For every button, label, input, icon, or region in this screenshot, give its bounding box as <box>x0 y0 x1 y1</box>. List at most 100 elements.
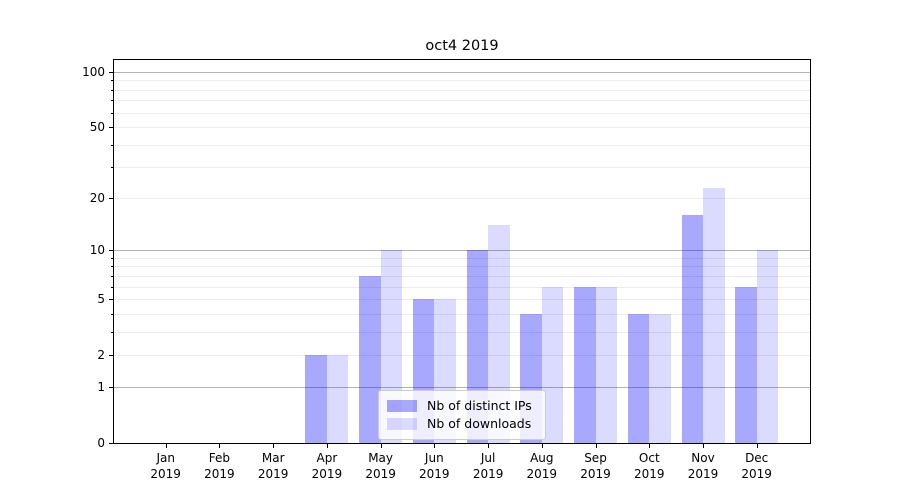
x-tick-label-line: 2019 <box>419 467 450 481</box>
bar-downloads <box>595 286 617 443</box>
x-tick-label: Nov 2019 <box>676 450 730 482</box>
x-tick <box>649 444 651 448</box>
minor-gridline <box>114 299 810 300</box>
x-tick-label-line: Jun <box>424 451 444 465</box>
x-tick <box>434 444 436 448</box>
major-gridline <box>114 72 810 73</box>
x-tick <box>326 444 328 448</box>
x-tick <box>165 444 167 448</box>
y-minor-tick <box>111 100 114 102</box>
x-tick <box>273 444 275 448</box>
x-tick <box>541 444 543 448</box>
x-tick-label: Aug 2019 <box>515 450 569 482</box>
minor-gridline <box>114 266 810 268</box>
x-tick-label-line: 2019 <box>634 467 665 481</box>
y-tick <box>109 198 113 200</box>
y-tick-label: 100 <box>82 65 105 79</box>
legend-label: Nb of distinct IPs <box>427 398 532 413</box>
x-tick-label-line: May <box>368 451 393 465</box>
x-tick-label-line: 2019 <box>204 467 235 481</box>
plot-area: Nb of distinct IPs Nb of downloads <box>113 59 811 444</box>
y-minor-tick <box>111 313 114 315</box>
bar-downloads <box>756 250 779 443</box>
bar-downloads <box>488 225 510 443</box>
legend-label: Nb of downloads <box>427 416 532 431</box>
minor-gridline <box>114 89 810 91</box>
bar-distinct-ips <box>735 286 757 443</box>
y-minor-tick <box>111 266 114 268</box>
y-tick-label: 0 <box>97 436 105 450</box>
x-tick-label-line: 2019 <box>150 467 181 481</box>
legend-swatch-distinct-ips <box>387 400 417 412</box>
x-tick-label-line: 2019 <box>687 467 719 481</box>
y-tick <box>109 126 113 128</box>
x-tick-label-line: 2019 <box>311 467 343 481</box>
chart-title: oct4 2019 <box>425 38 499 54</box>
x-tick <box>756 444 758 448</box>
legend-swatch-downloads <box>387 418 417 430</box>
x-tick-label-line: 2019 <box>580 467 611 481</box>
y-tick-label: 20 <box>89 191 105 206</box>
minor-gridline <box>114 257 810 259</box>
x-tick-label-line: Nov <box>691 451 715 465</box>
bar-downloads <box>703 187 725 443</box>
y-tick <box>109 443 113 444</box>
legend: Nb of distinct IPs Nb of downloads <box>378 390 546 440</box>
y-minor-tick <box>111 112 114 114</box>
minor-gridline <box>114 331 810 333</box>
x-tick-label: May 2019 <box>354 450 408 482</box>
x-tick-label-line: Oct <box>638 451 660 465</box>
y-minor-tick <box>111 144 114 146</box>
y-minor-tick <box>111 275 114 277</box>
y-tick <box>109 72 113 73</box>
y-minor-tick <box>111 80 114 82</box>
y-minor-tick <box>111 331 114 333</box>
y-tick-label: 1 <box>97 380 105 395</box>
x-tick-label: Jul 2019 <box>461 450 515 482</box>
y-tick <box>109 250 113 252</box>
y-tick <box>109 354 113 356</box>
y-tick-label: 10 <box>89 243 105 258</box>
x-tick-label: Mar 2019 <box>246 450 300 482</box>
bar-downloads <box>541 286 564 443</box>
y-tick-label: 50 <box>89 119 105 134</box>
bar-downloads <box>326 354 349 443</box>
x-tick-label-line: Feb <box>208 451 231 465</box>
x-tick <box>380 444 382 448</box>
bar-distinct-ips <box>359 275 381 443</box>
y-tick <box>109 299 113 300</box>
minor-gridline <box>114 313 810 315</box>
x-tick-label: Apr 2019 <box>300 450 354 482</box>
minor-gridline <box>114 275 810 277</box>
minor-gridline <box>114 198 810 200</box>
minor-gridline <box>114 126 810 128</box>
x-tick-label: Jan 2019 <box>139 450 193 482</box>
x-tick <box>488 444 490 448</box>
major-gridline <box>114 387 810 389</box>
x-tick-label-line: Dec <box>745 451 769 465</box>
minor-gridline <box>114 354 810 356</box>
y-minor-tick <box>111 286 114 288</box>
x-tick-label-line: Mar <box>261 451 285 465</box>
x-tick <box>219 444 221 448</box>
legend-row: Nb of distinct IPs <box>387 397 537 415</box>
x-tick-label-line: 2019 <box>472 467 504 481</box>
y-tick <box>109 387 113 389</box>
x-tick-label-line: 2019 <box>365 467 396 481</box>
y-tick-label: 5 <box>97 292 105 306</box>
x-tick <box>595 444 597 448</box>
bar-distinct-ips <box>574 286 596 443</box>
x-tick-label-line: 2019 <box>257 467 289 481</box>
x-tick-label-line: 2019 <box>741 467 772 481</box>
minor-gridline <box>114 144 810 146</box>
x-tick-label-line: Jan <box>156 451 175 465</box>
y-minor-tick <box>111 257 114 259</box>
x-tick-label-line: Sep <box>584 451 607 465</box>
minor-gridline <box>114 166 810 168</box>
x-tick-label: Oct 2019 <box>622 450 676 482</box>
x-tick-label-line: 2019 <box>526 467 558 481</box>
bar-distinct-ips <box>305 354 327 443</box>
minor-gridline <box>114 80 810 82</box>
x-tick-label-line: Jul <box>480 451 496 465</box>
